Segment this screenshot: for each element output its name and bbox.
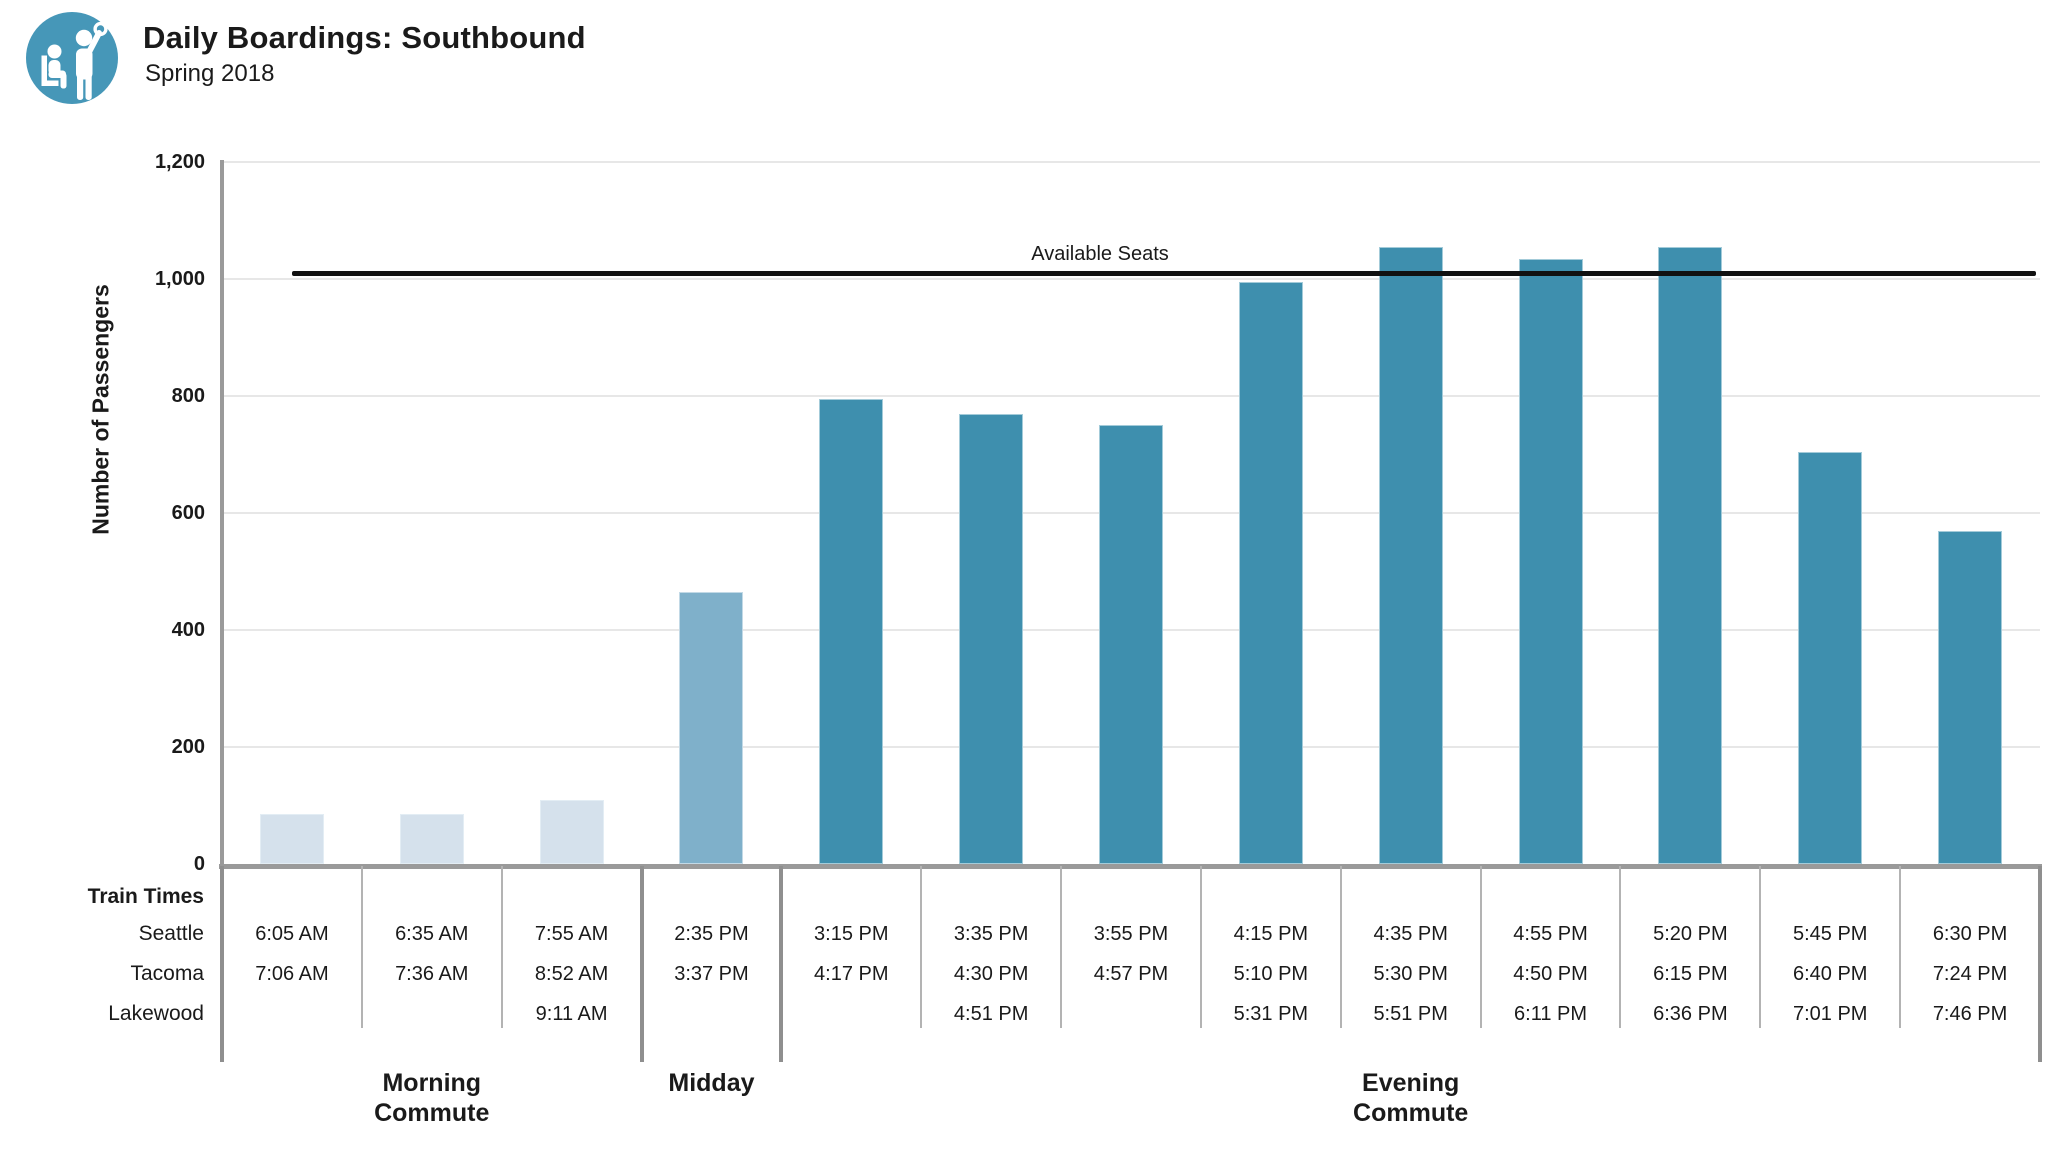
bar — [539, 799, 604, 864]
row-label-seattle: Seattle — [138, 922, 204, 945]
y-tick-label: 800 — [171, 385, 205, 407]
time-cell: 7:46 PM — [1932, 1003, 2008, 1025]
time-cell: 3:55 PM — [1093, 923, 1169, 945]
time-cell: 7:06 AM — [255, 963, 329, 985]
column-divider — [500, 866, 503, 1028]
group-divider — [2038, 866, 2042, 1062]
row-label-lakewood: Lakewood — [108, 1002, 204, 1025]
column-divider — [360, 866, 363, 1028]
time-cell: 8:52 AM — [534, 963, 609, 985]
transit-passengers-icon — [26, 12, 118, 104]
y-tick-label: 1,200 — [154, 151, 205, 173]
group-label-line: Midday — [668, 1069, 755, 1097]
gridline — [222, 395, 2040, 397]
bar — [1938, 530, 2003, 864]
x-axis-line — [219, 864, 2042, 869]
time-cell: 6:35 AM — [395, 923, 469, 945]
y-axis-title: Number of Passengers — [87, 284, 114, 535]
gridline — [222, 161, 2040, 163]
bar — [1518, 258, 1583, 864]
time-cell: 4:55 PM — [1513, 923, 1588, 945]
y-tick-label: 600 — [171, 502, 205, 524]
time-cell: 3:15 PM — [814, 923, 889, 945]
group-label-line: Evening — [1362, 1069, 1460, 1097]
time-cell: 7:24 PM — [1932, 963, 2008, 985]
bar — [1238, 281, 1303, 864]
time-cell: 7:01 PM — [1792, 1003, 1868, 1025]
time-cell: 7:36 AM — [395, 963, 469, 985]
column-divider — [1759, 866, 1762, 1028]
time-cell: 6:40 PM — [1792, 963, 1868, 985]
time-cell: 6:15 PM — [1653, 963, 1728, 985]
available-seats-line — [292, 271, 2036, 277]
time-cell: 4:30 PM — [953, 963, 1029, 985]
column-divider — [1060, 866, 1063, 1028]
time-cell: 5:20 PM — [1653, 923, 1728, 945]
bar — [679, 591, 744, 864]
group-label: Midday — [642, 1068, 782, 1098]
column-divider — [1199, 866, 1202, 1028]
time-cell: 2:35 PM — [674, 923, 749, 945]
chart-title: Daily Boardings: Southbound — [143, 20, 586, 55]
column-divider — [1479, 866, 1482, 1028]
column-divider — [1619, 866, 1622, 1028]
time-cell: 4:17 PM — [814, 963, 889, 985]
time-cell: 6:05 AM — [255, 923, 329, 945]
time-cell: 4:50 PM — [1513, 963, 1588, 985]
bar — [1378, 246, 1443, 864]
group-divider — [639, 866, 644, 1062]
time-cell: 5:51 PM — [1373, 1003, 1448, 1025]
time-cell: 7:55 AM — [534, 923, 609, 945]
time-cell: 9:11 AM — [535, 1003, 608, 1025]
bar — [399, 814, 464, 864]
time-cell: 5:45 PM — [1792, 923, 1868, 945]
time-cell: 5:10 PM — [1233, 963, 1309, 985]
bar — [1658, 246, 1723, 864]
train-times-heading: Train Times — [87, 885, 204, 908]
available-seats-label: Available Seats — [1031, 243, 1169, 265]
bar — [1798, 451, 1863, 864]
column-divider — [1899, 866, 1902, 1028]
group-label: Evening Commute — [781, 1068, 2040, 1128]
y-axis-line — [220, 160, 224, 868]
time-cell: 3:37 PM — [674, 963, 749, 985]
column-divider — [1339, 866, 1342, 1028]
group-label-line: Commute — [1353, 1099, 1469, 1127]
group-label: Morning Commute — [222, 1068, 642, 1128]
time-cell: 6:36 PM — [1653, 1003, 1728, 1025]
column-divider — [920, 866, 923, 1028]
group-divider — [220, 866, 224, 1062]
time-cell: 6:11 PM — [1514, 1003, 1588, 1025]
time-cell: 4:51 PM — [953, 1003, 1029, 1025]
gridline — [222, 278, 2040, 280]
y-tick-label: 200 — [171, 736, 205, 758]
time-cell: 4:57 PM — [1093, 963, 1169, 985]
bar — [1099, 425, 1163, 864]
chart-subtitle: Spring 2018 — [145, 60, 275, 87]
time-cell: 5:31 PM — [1233, 1003, 1309, 1025]
bar — [959, 413, 1024, 864]
time-cell: 4:35 PM — [1373, 923, 1448, 945]
y-tick-label: 400 — [171, 619, 205, 641]
time-cell: 4:15 PM — [1233, 923, 1309, 945]
bar — [819, 398, 884, 864]
row-label-tacoma: Tacoma — [130, 962, 204, 985]
y-tick-label: 0 — [193, 853, 205, 875]
group-label-line: Commute — [374, 1099, 490, 1127]
y-tick-label: 1,000 — [154, 268, 205, 290]
time-cell: 3:35 PM — [953, 923, 1029, 945]
time-cell: 6:30 PM — [1932, 923, 2008, 945]
time-cell: 5:30 PM — [1373, 963, 1448, 985]
bar — [259, 814, 324, 864]
group-label-line: Morning — [382, 1069, 482, 1097]
group-divider — [779, 866, 784, 1062]
